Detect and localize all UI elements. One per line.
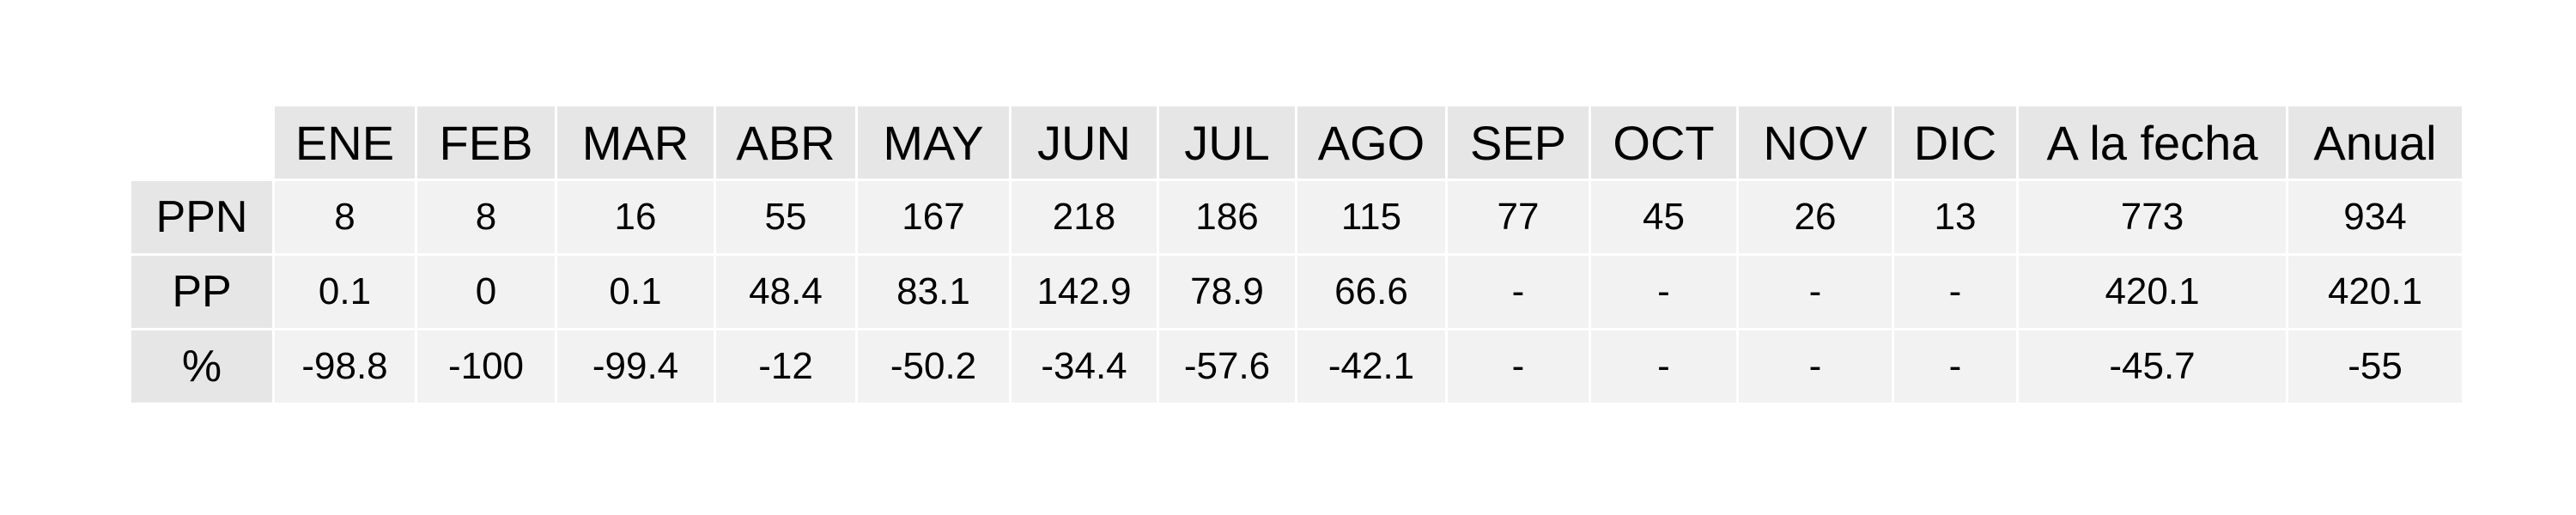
corner-cell [131, 106, 272, 179]
table-cell: - [1894, 256, 2016, 328]
column-header: FEB [417, 106, 555, 179]
table-cell: -98.8 [275, 330, 415, 403]
column-header: DIC [1894, 106, 2016, 179]
table-cell: 420.1 [2019, 256, 2286, 328]
table-cell: 218 [1012, 181, 1157, 253]
column-header: OCT [1591, 106, 1736, 179]
precipitation-table: ENE FEB MAR ABR MAY JUN JUL AGO SEP OCT NOV DIC A la… [129, 104, 2464, 405]
table-cell: 26 [1739, 181, 1892, 253]
table-cell: 186 [1159, 181, 1295, 253]
table-cell: 420.1 [2288, 256, 2462, 328]
table-cell: 66.6 [1297, 256, 1445, 328]
table-cell: 13 [1894, 181, 2016, 253]
table-cell: 0 [417, 256, 555, 328]
column-header: JUN [1012, 106, 1157, 179]
table-cell: -42.1 [1297, 330, 1445, 403]
table-cell: 16 [557, 181, 714, 253]
table-cell: - [1739, 256, 1892, 328]
table-cell: -55 [2288, 330, 2462, 403]
table-body: PPN 8 8 16 55 167 218 186 115 77 45 26 13 773 934 PP 0.1… [131, 181, 2462, 403]
column-header: NOV [1739, 106, 1892, 179]
column-header: ABR [716, 106, 855, 179]
column-header: AGO [1297, 106, 1445, 179]
table-cell: -99.4 [557, 330, 714, 403]
table-cell: 8 [275, 181, 415, 253]
table-cell: -12 [716, 330, 855, 403]
column-header: SEP [1448, 106, 1589, 179]
table-cell: - [1591, 256, 1736, 328]
table-cell: 0.1 [557, 256, 714, 328]
table-row: PP 0.1 0 0.1 48.4 83.1 142.9 78.9 66.6- - - -420.1 4… [131, 256, 2462, 328]
row-label: % [131, 330, 272, 403]
table-cell: - [1448, 256, 1589, 328]
table-cell: 773 [2019, 181, 2286, 253]
header-row: ENE FEB MAR ABR MAY JUN JUL AGO SEP OCT NOV DIC A la… [131, 106, 2462, 179]
table-cell: 167 [858, 181, 1009, 253]
table-cell: 115 [1297, 181, 1445, 253]
table-cell: 77 [1448, 181, 1589, 253]
table-cell: - [1448, 330, 1589, 403]
column-header: A la fecha [2019, 106, 2286, 179]
table-cell: 142.9 [1012, 256, 1157, 328]
column-header: ENE [275, 106, 415, 179]
table-cell: 934 [2288, 181, 2462, 253]
table-cell: - [1739, 330, 1892, 403]
table-cell: 83.1 [858, 256, 1009, 328]
table-row: % -98.8 -100 -99.4 -12 -50.2 -34.4 -57.6 -42.1- -… [131, 330, 2462, 403]
row-label: PP [131, 256, 272, 328]
table-cell: - [1894, 330, 2016, 403]
table-cell: 0.1 [275, 256, 415, 328]
column-header: Anual [2288, 106, 2462, 179]
table-cell: -45.7 [2019, 330, 2286, 403]
column-header: MAY [858, 106, 1009, 179]
column-header: MAR [557, 106, 714, 179]
column-header: JUL [1159, 106, 1295, 179]
table-cell: 78.9 [1159, 256, 1295, 328]
table-cell: 8 [417, 181, 555, 253]
table-cell: -34.4 [1012, 330, 1157, 403]
row-label: PPN [131, 181, 272, 253]
table-cell: 48.4 [716, 256, 855, 328]
table-cell: 45 [1591, 181, 1736, 253]
table-cell: -100 [417, 330, 555, 403]
table-row: PPN 8 8 16 55 167 218 186 115 77 45 26 13 773 934 [131, 181, 2462, 253]
table-cell: 55 [716, 181, 855, 253]
table-cell: -50.2 [858, 330, 1009, 403]
table-cell: -57.6 [1159, 330, 1295, 403]
table-cell: - [1591, 330, 1736, 403]
